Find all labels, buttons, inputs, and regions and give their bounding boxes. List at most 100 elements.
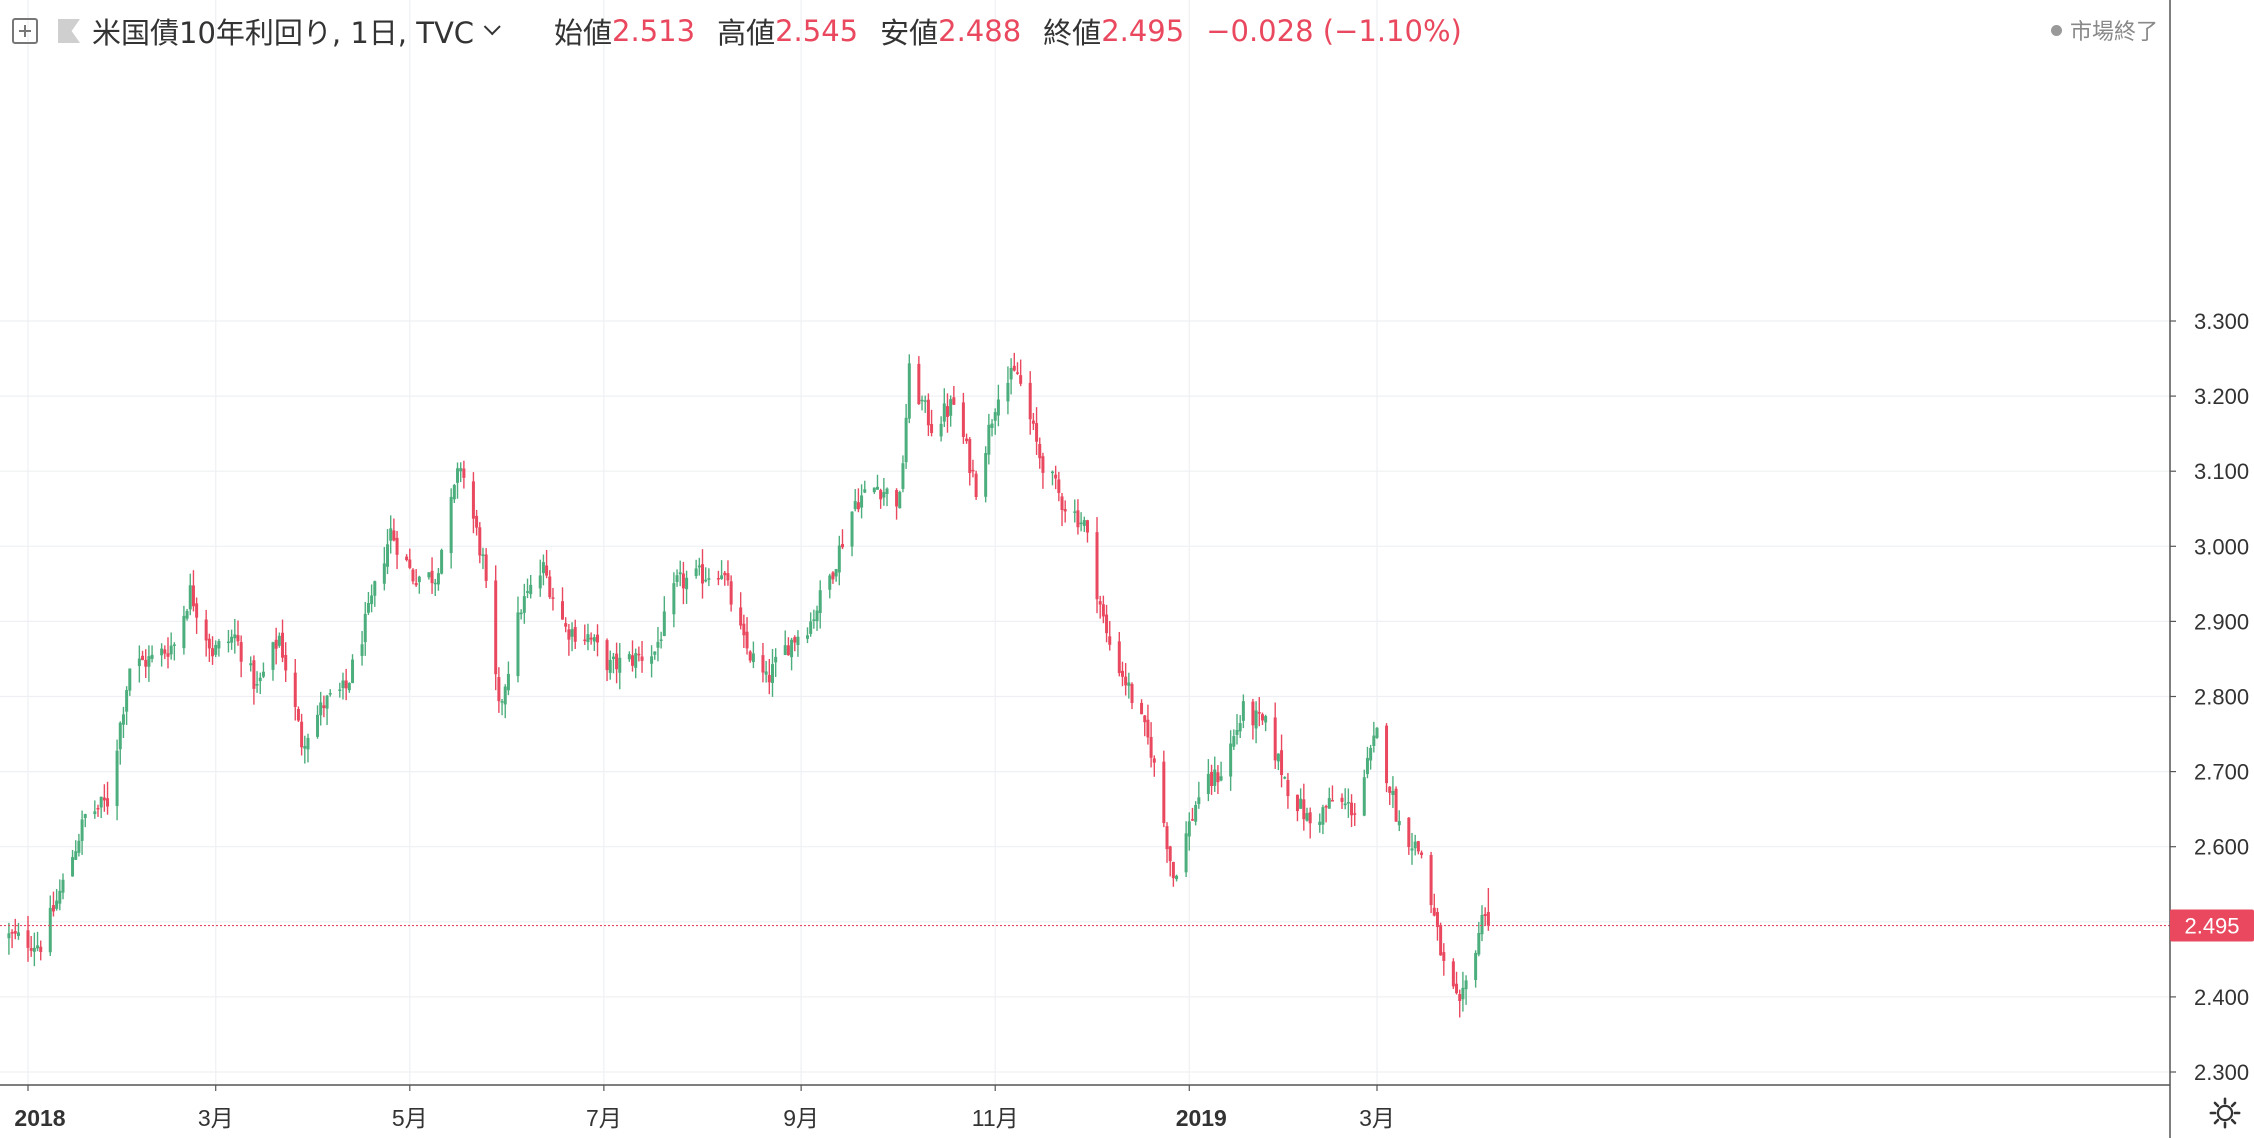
candle-body — [1432, 907, 1436, 916]
candle-body — [328, 693, 332, 695]
candle — [1041, 452, 1045, 489]
candle — [1101, 595, 1105, 624]
candle — [1388, 786, 1392, 805]
candle — [1362, 769, 1366, 817]
candle-body — [316, 714, 320, 737]
candle — [1149, 722, 1153, 768]
candle — [1006, 366, 1010, 415]
candle — [1015, 362, 1019, 375]
candle — [1302, 783, 1306, 831]
candle-body — [1006, 382, 1010, 402]
candle-body — [360, 644, 364, 656]
time-axis[interactable]: 2018 3月 5月 7月 9月 11月 2019 3月 — [14, 1085, 1395, 1131]
candle — [258, 672, 262, 695]
candle — [1127, 672, 1131, 699]
candle-body — [1439, 924, 1443, 956]
candle — [818, 580, 822, 629]
candle-body — [1184, 833, 1188, 873]
candle-body — [812, 619, 816, 621]
candle-body — [284, 654, 288, 671]
candle-body — [907, 363, 911, 419]
candle — [1369, 744, 1373, 770]
x-tick-label: 2019 — [1176, 1105, 1227, 1131]
candle — [545, 549, 549, 579]
candle-body — [739, 607, 743, 626]
candle — [316, 705, 320, 739]
candle-body — [1143, 715, 1147, 723]
candle — [300, 713, 304, 756]
candle-body — [347, 683, 351, 691]
candle — [452, 483, 456, 503]
candle-body — [39, 946, 43, 953]
candle-body — [1273, 717, 1277, 761]
candle — [188, 573, 192, 616]
price-axis[interactable]: 2.3002.4002.5002.6002.7002.8002.9003.000… — [2170, 309, 2249, 1085]
candle — [1238, 715, 1242, 739]
candle — [1429, 851, 1433, 914]
gear-icon[interactable] — [2208, 1096, 2242, 1130]
candle-body — [338, 689, 342, 691]
symbol-title[interactable]: 米国債10年利回り, 1日, TVC — [92, 16, 475, 50]
candle-body — [764, 671, 768, 675]
candle-body — [233, 634, 237, 639]
candle — [863, 480, 867, 494]
candle-body — [1474, 952, 1478, 981]
candle — [137, 645, 141, 683]
candle — [729, 575, 733, 612]
candle-body — [1276, 753, 1280, 762]
candle-body — [1194, 805, 1198, 822]
candle — [895, 488, 899, 520]
candle — [1213, 756, 1217, 792]
candle-body — [7, 933, 11, 939]
status-dot-icon — [2050, 24, 2062, 36]
candle — [551, 587, 555, 611]
candle — [1257, 697, 1261, 727]
candle — [942, 388, 946, 428]
candle-body — [1280, 750, 1284, 776]
candle — [284, 642, 288, 682]
candle-body — [770, 664, 774, 683]
candle — [341, 672, 345, 700]
candle — [678, 560, 682, 587]
candle — [1009, 358, 1013, 395]
candle — [1343, 788, 1347, 810]
candle — [885, 487, 889, 507]
candle — [1410, 832, 1414, 865]
candle — [363, 601, 367, 656]
candle — [29, 936, 33, 957]
candle — [831, 571, 835, 584]
candle-body — [678, 572, 682, 575]
add-symbol-icon[interactable] — [12, 18, 38, 44]
candle-body — [427, 572, 431, 578]
chevron-down-icon[interactable] — [483, 18, 501, 36]
candle-body — [306, 737, 310, 750]
candle-body — [840, 544, 844, 548]
candle-body — [1324, 806, 1328, 808]
candle — [230, 629, 234, 650]
candle — [608, 650, 612, 680]
candle — [328, 689, 332, 697]
candle — [506, 661, 510, 696]
candle-body — [1187, 821, 1191, 837]
flag-icon[interactable] — [58, 19, 80, 43]
candle — [83, 813, 87, 828]
candle — [589, 632, 593, 645]
candle — [856, 488, 860, 513]
candle — [370, 584, 374, 613]
candle — [185, 608, 189, 621]
candle — [716, 570, 720, 586]
candle — [1375, 727, 1379, 739]
candle-body — [971, 469, 975, 472]
candle-body — [1130, 684, 1134, 704]
candle — [500, 698, 504, 716]
candle-body — [1480, 914, 1484, 935]
candle — [277, 632, 281, 648]
candle-body — [634, 653, 638, 668]
candle-body — [650, 656, 654, 664]
candle — [296, 706, 300, 722]
candle — [1028, 371, 1032, 435]
candle — [207, 633, 211, 662]
candle — [261, 662, 265, 679]
candle — [1413, 834, 1417, 856]
